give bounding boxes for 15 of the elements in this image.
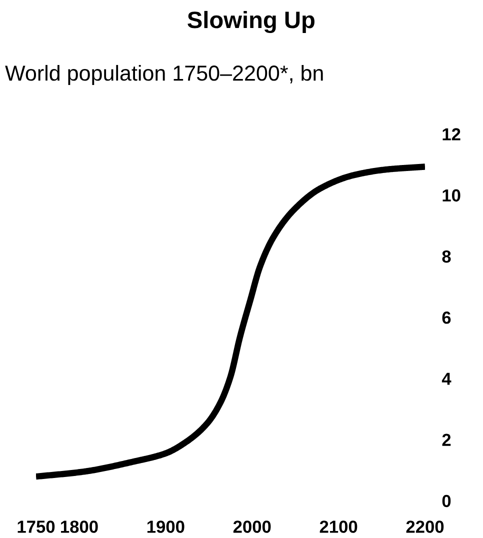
x-tick-label: 2000	[233, 520, 271, 533]
y-tick-label: 12	[442, 128, 460, 140]
y-tick-label: 0	[442, 494, 451, 508]
x-tick-label: 2100	[320, 520, 358, 533]
y-tick-label: 6	[442, 312, 451, 324]
chart-title: Slowing Up	[188, 10, 314, 34]
chart-subtitle: World population 1750–2200*, bn	[5, 64, 323, 86]
y-tick-label: 4	[442, 372, 452, 385]
x-tick-label: 1750	[18, 520, 55, 533]
y-tick-label: 8	[442, 250, 451, 263]
x-tick-label: 2200	[406, 520, 444, 533]
y-tick-label: 10	[442, 189, 460, 202]
x-tick-label: 1900	[147, 520, 184, 533]
x-tick-label: 1800	[61, 520, 98, 533]
y-tick-label: 2	[442, 434, 451, 446]
